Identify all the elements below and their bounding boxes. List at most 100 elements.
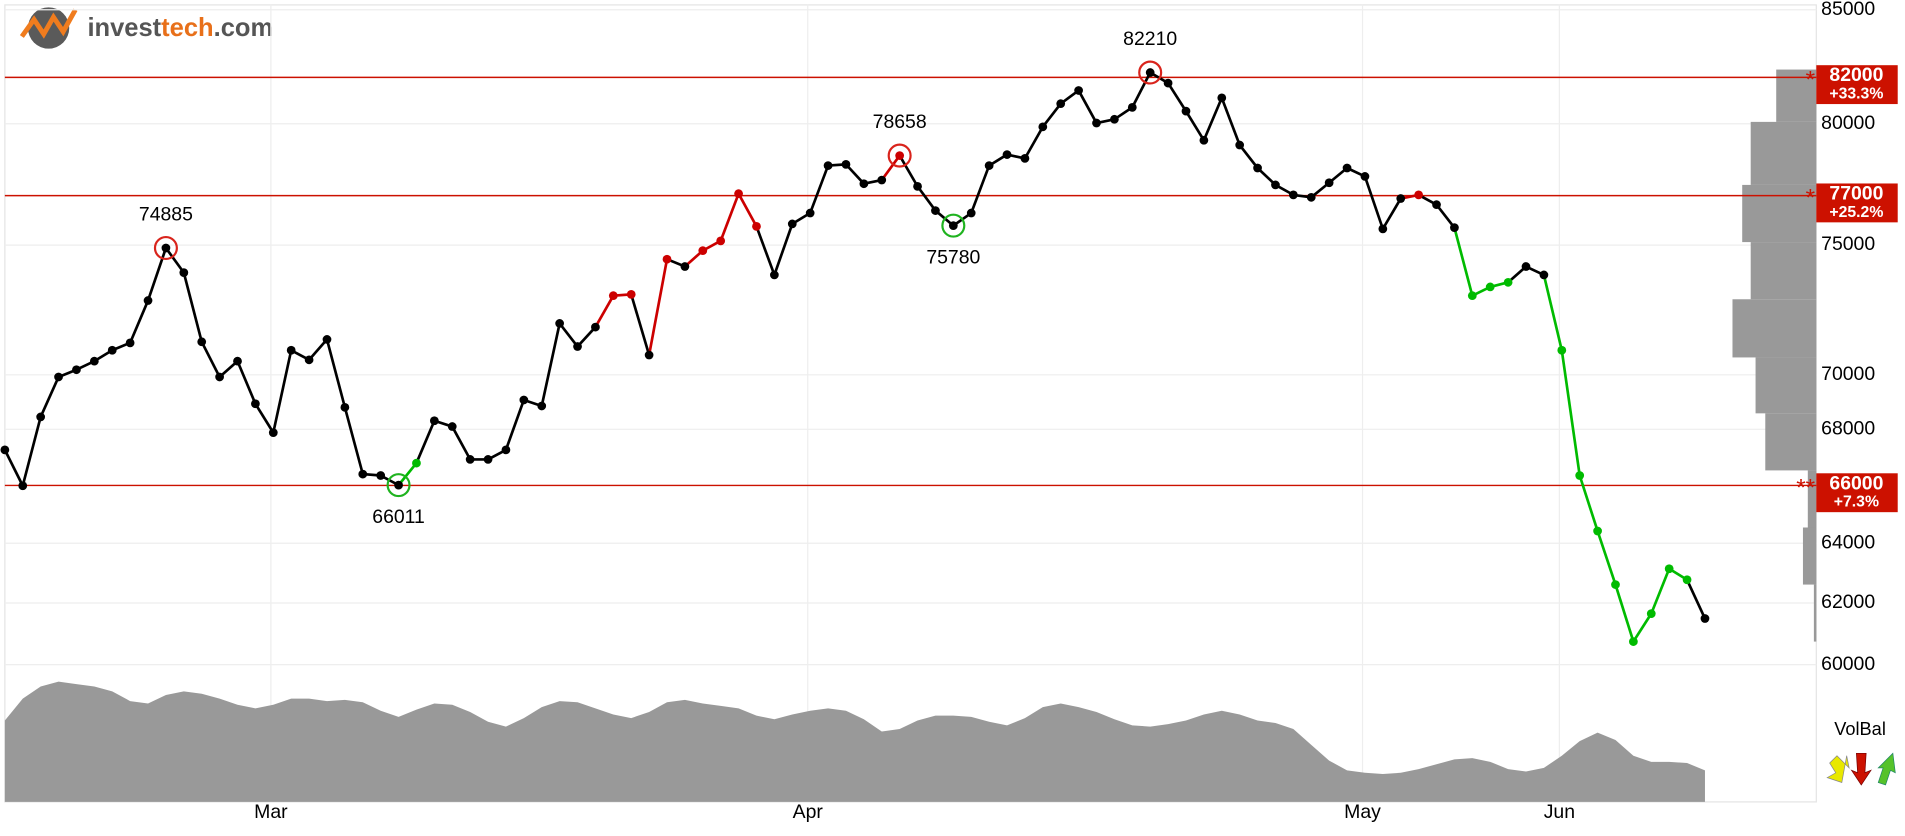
- profile-bar: [1802, 527, 1817, 585]
- profile-bar: [1776, 69, 1817, 122]
- data-point: [1127, 103, 1137, 112]
- y-tick-label: 80000: [1821, 112, 1875, 134]
- line-segment: [164, 247, 185, 274]
- level-value: 82000: [1829, 64, 1883, 86]
- line-segment: [236, 360, 257, 405]
- data-point: [1378, 224, 1388, 234]
- y-tick-label: 64000: [1821, 531, 1875, 553]
- line-segment: [21, 416, 42, 487]
- x-tick-label: Mar: [254, 801, 288, 823]
- line-segment: [1381, 197, 1402, 230]
- line-segment: [254, 403, 275, 434]
- line-segment: [146, 247, 168, 301]
- annotation-ring: [941, 213, 966, 238]
- line-segment: [1560, 350, 1582, 476]
- legend-icon: [1877, 752, 1896, 786]
- x-tick-label: Apr: [793, 801, 824, 823]
- data-point: [1682, 575, 1692, 585]
- data-point: [752, 222, 761, 231]
- data-point: [608, 291, 618, 301]
- line-segment: [576, 326, 597, 348]
- data-point: [1163, 78, 1173, 88]
- data-point: [143, 296, 153, 305]
- data-point: [447, 422, 457, 431]
- data-point: [698, 246, 708, 255]
- level-marker: **: [1796, 475, 1815, 502]
- line-segment: [1435, 203, 1456, 229]
- line-segment: [844, 163, 865, 185]
- data-point: [54, 372, 63, 382]
- data-point: [18, 481, 28, 491]
- data-point: [1110, 114, 1119, 124]
- line-segment: [451, 425, 472, 461]
- annotation-label: 75780: [926, 247, 980, 269]
- data-point: [1074, 86, 1083, 95]
- line-segment: [325, 339, 347, 408]
- level-value: 66000: [1829, 472, 1883, 494]
- data-point: [716, 236, 726, 246]
- data-point: [1360, 172, 1370, 181]
- data-point: [197, 337, 207, 347]
- line-segment: [3, 449, 24, 487]
- line-segment: [1596, 530, 1617, 585]
- level-tag: [1816, 65, 1898, 105]
- line-segment: [719, 193, 740, 242]
- data-point: [555, 319, 565, 328]
- data-point: [823, 161, 833, 170]
- data-point: [1521, 262, 1531, 271]
- line-segment: [1650, 568, 1671, 615]
- level-change: +25.2%: [1829, 204, 1883, 221]
- data-point: [1503, 277, 1513, 287]
- data-point: [358, 469, 368, 479]
- line-segment: [1077, 89, 1098, 124]
- data-point: [1575, 471, 1585, 480]
- line-segment: [1578, 475, 1599, 532]
- logo-text: invest: [87, 14, 161, 42]
- data-point: [1092, 118, 1101, 128]
- logo: investtech.com: [19, 7, 274, 49]
- profile-bar: [1732, 299, 1817, 358]
- x-tick-label: May: [1344, 801, 1381, 823]
- data-point: [1664, 564, 1674, 574]
- data-point: [0, 445, 10, 455]
- data-point: [1271, 180, 1280, 190]
- line-segment: [1023, 126, 1044, 160]
- profile-bar: [1813, 584, 1817, 642]
- line-segment: [1041, 102, 1062, 128]
- line-segment: [916, 185, 937, 212]
- data-point: [1485, 282, 1495, 292]
- volume-profile: [1732, 69, 1817, 642]
- volume: [4, 681, 1705, 802]
- data-point: [1181, 106, 1191, 116]
- data-point: [591, 322, 600, 332]
- x-tick-label: Jun: [1544, 801, 1575, 823]
- line-segment: [969, 165, 991, 214]
- levels: 82000+33.3% * 77000+25.2% * 66000+7.3% **: [4, 64, 1898, 513]
- data-point: [895, 151, 905, 160]
- data-point: [966, 208, 976, 218]
- line-segment: [629, 293, 651, 356]
- line-segment: [271, 349, 293, 433]
- data-point: [1288, 190, 1298, 200]
- data-point: [1646, 609, 1656, 618]
- annotation-ring: [887, 143, 912, 168]
- volume-area: [4, 681, 1705, 802]
- logo-text: .com: [214, 14, 274, 42]
- data-point: [286, 345, 296, 355]
- data-point: [680, 262, 690, 271]
- level-change: +7.3%: [1834, 494, 1879, 511]
- line-segment: [647, 258, 669, 356]
- data-point: [1253, 163, 1262, 173]
- data-point: [734, 189, 743, 199]
- data-point: [1539, 270, 1549, 280]
- data-point: [913, 181, 922, 191]
- line-segment: [1453, 227, 1474, 297]
- line-segment: [343, 406, 365, 475]
- data-point: [931, 206, 940, 215]
- data-point: [877, 175, 887, 185]
- data-point: [1700, 614, 1710, 623]
- data-point: [1396, 194, 1406, 203]
- line-segment: [39, 376, 60, 418]
- line-segment: [737, 193, 758, 228]
- data-point: [429, 416, 439, 426]
